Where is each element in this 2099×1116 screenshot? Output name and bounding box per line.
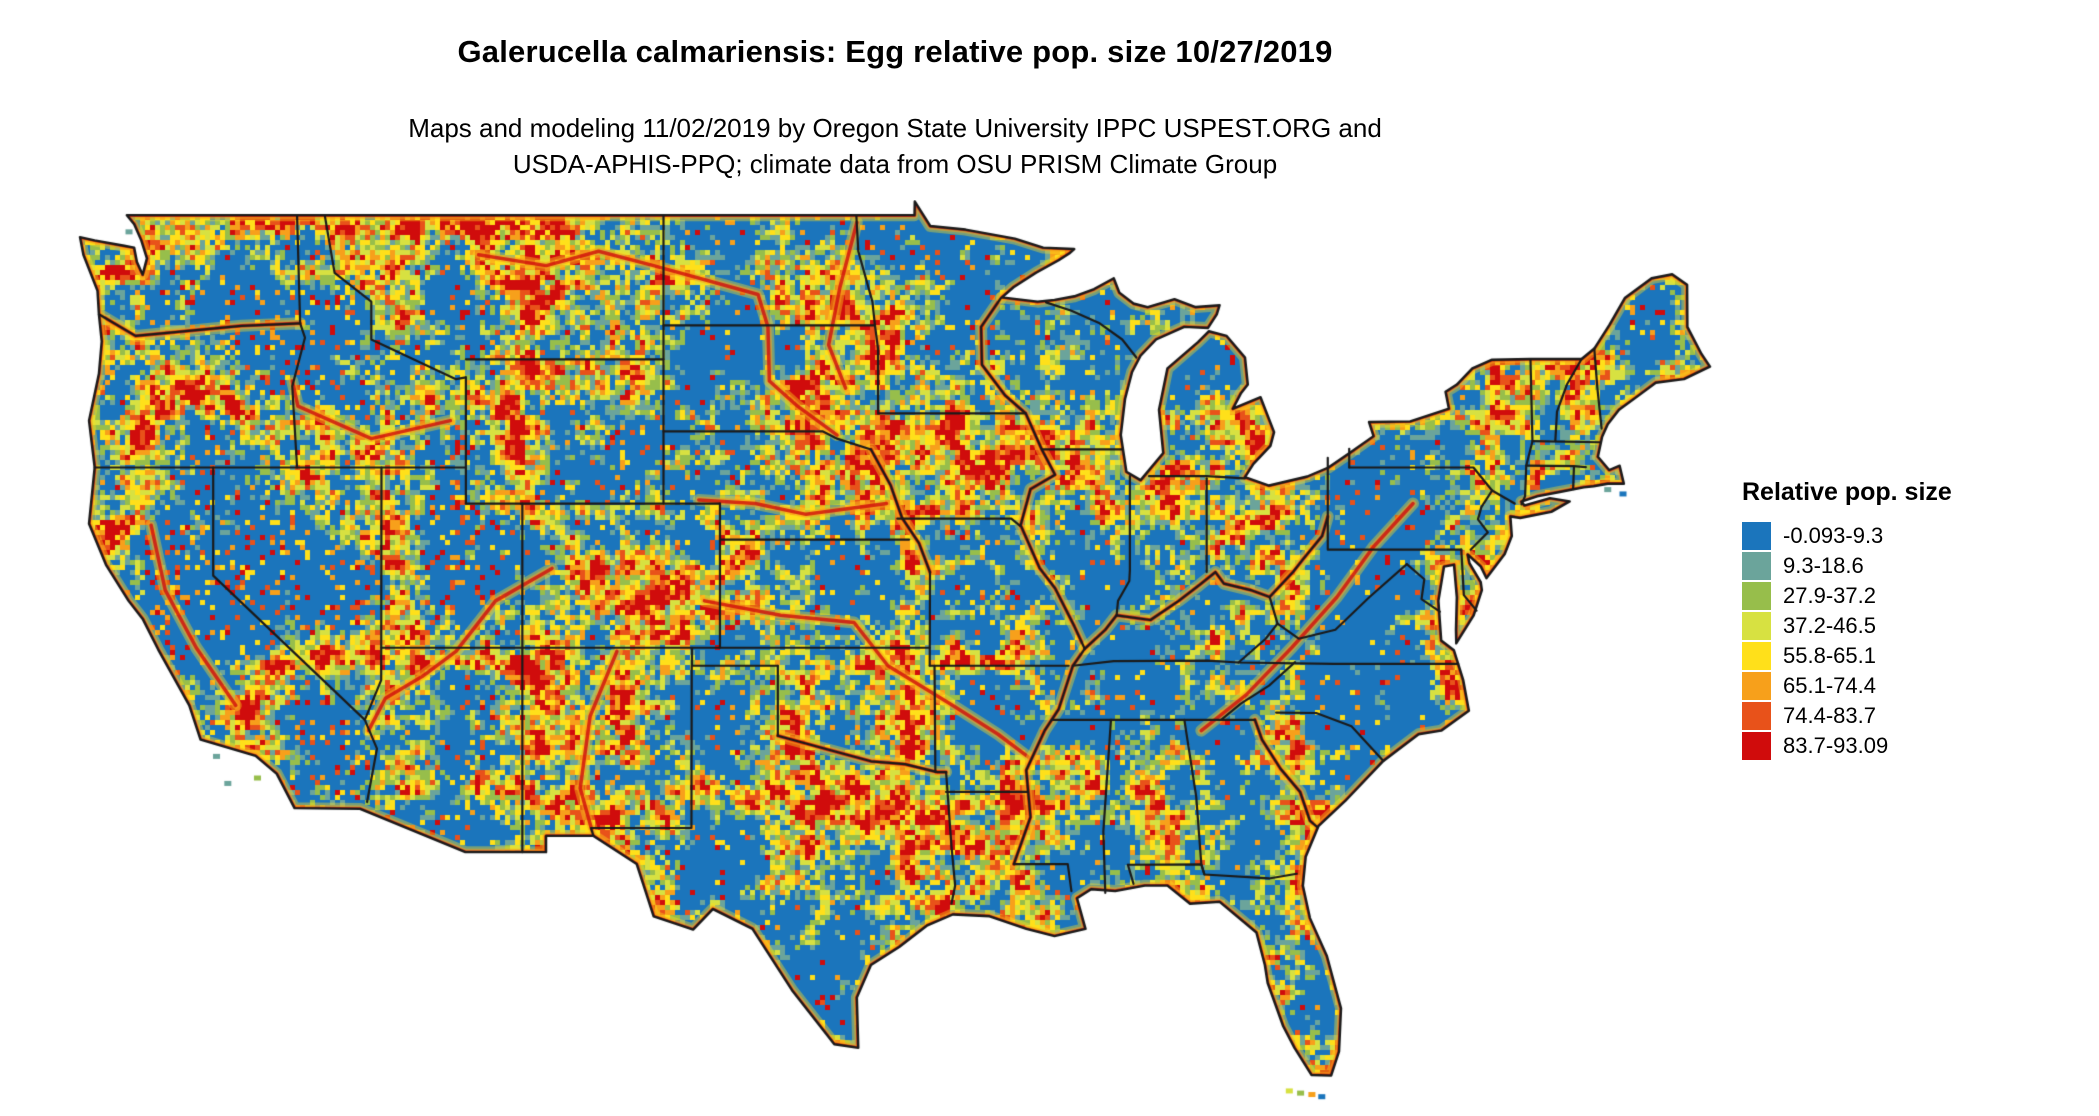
- legend-swatch: [1742, 672, 1771, 700]
- legend-label: -0.093-9.3: [1783, 523, 1884, 548]
- legend-entry: -0.093-9.3: [1742, 521, 1952, 551]
- legend-label: 27.9-37.2: [1783, 583, 1876, 608]
- legend-swatch: [1742, 522, 1771, 550]
- legend-label: 83.7-93.09: [1783, 733, 1889, 758]
- legend-entries: -0.093-9.3 9.3-18.6 27.9-37.2 37.2-46.5 55.8…: [1742, 521, 1952, 761]
- legend-entry: 9.3-18.6: [1742, 551, 1952, 581]
- legend-swatch: [1742, 552, 1771, 580]
- map-subtitle-line-1: Maps and modeling 11/02/2019 by Oregon S…: [408, 113, 1382, 143]
- legend-label: 9.3-18.6: [1783, 553, 1864, 578]
- legend-entry: 55.8-65.1: [1742, 641, 1952, 671]
- legend-swatch: [1742, 612, 1771, 640]
- legend-entry: 27.9-37.2: [1742, 581, 1952, 611]
- legend-label: 55.8-65.1: [1783, 643, 1876, 668]
- map-title: Galerucella calmariensis: Egg relative p…: [457, 34, 1333, 69]
- legend-entry: 65.1-74.4: [1742, 671, 1952, 701]
- legend-label: 74.4-83.7: [1783, 703, 1876, 728]
- legend-title: Relative pop. size: [1742, 478, 1952, 506]
- legend-swatch: [1742, 702, 1771, 730]
- legend-swatch: [1742, 732, 1771, 760]
- us-map-canvas: [65, 200, 1725, 1105]
- map-subtitle-line-2: USDA-APHIS-PPQ; climate data from OSU PR…: [512, 149, 1278, 180]
- legend-entry: 74.4-83.7: [1742, 701, 1952, 731]
- legend-entry: 37.2-46.5: [1742, 611, 1952, 641]
- legend: Relative pop. size -0.093-9.3 9.3-18.6 27.…: [1742, 478, 1952, 761]
- legend-entry: 83.7-93.09: [1742, 731, 1952, 761]
- legend-label: 65.1-74.4: [1783, 673, 1876, 698]
- legend-swatch: [1742, 582, 1771, 610]
- legend-swatch: [1742, 642, 1771, 670]
- legend-label: 37.2-46.5: [1783, 613, 1876, 638]
- map-subtitle: Maps and modeling 11/02/2019 by Oregon S…: [0, 110, 1790, 183]
